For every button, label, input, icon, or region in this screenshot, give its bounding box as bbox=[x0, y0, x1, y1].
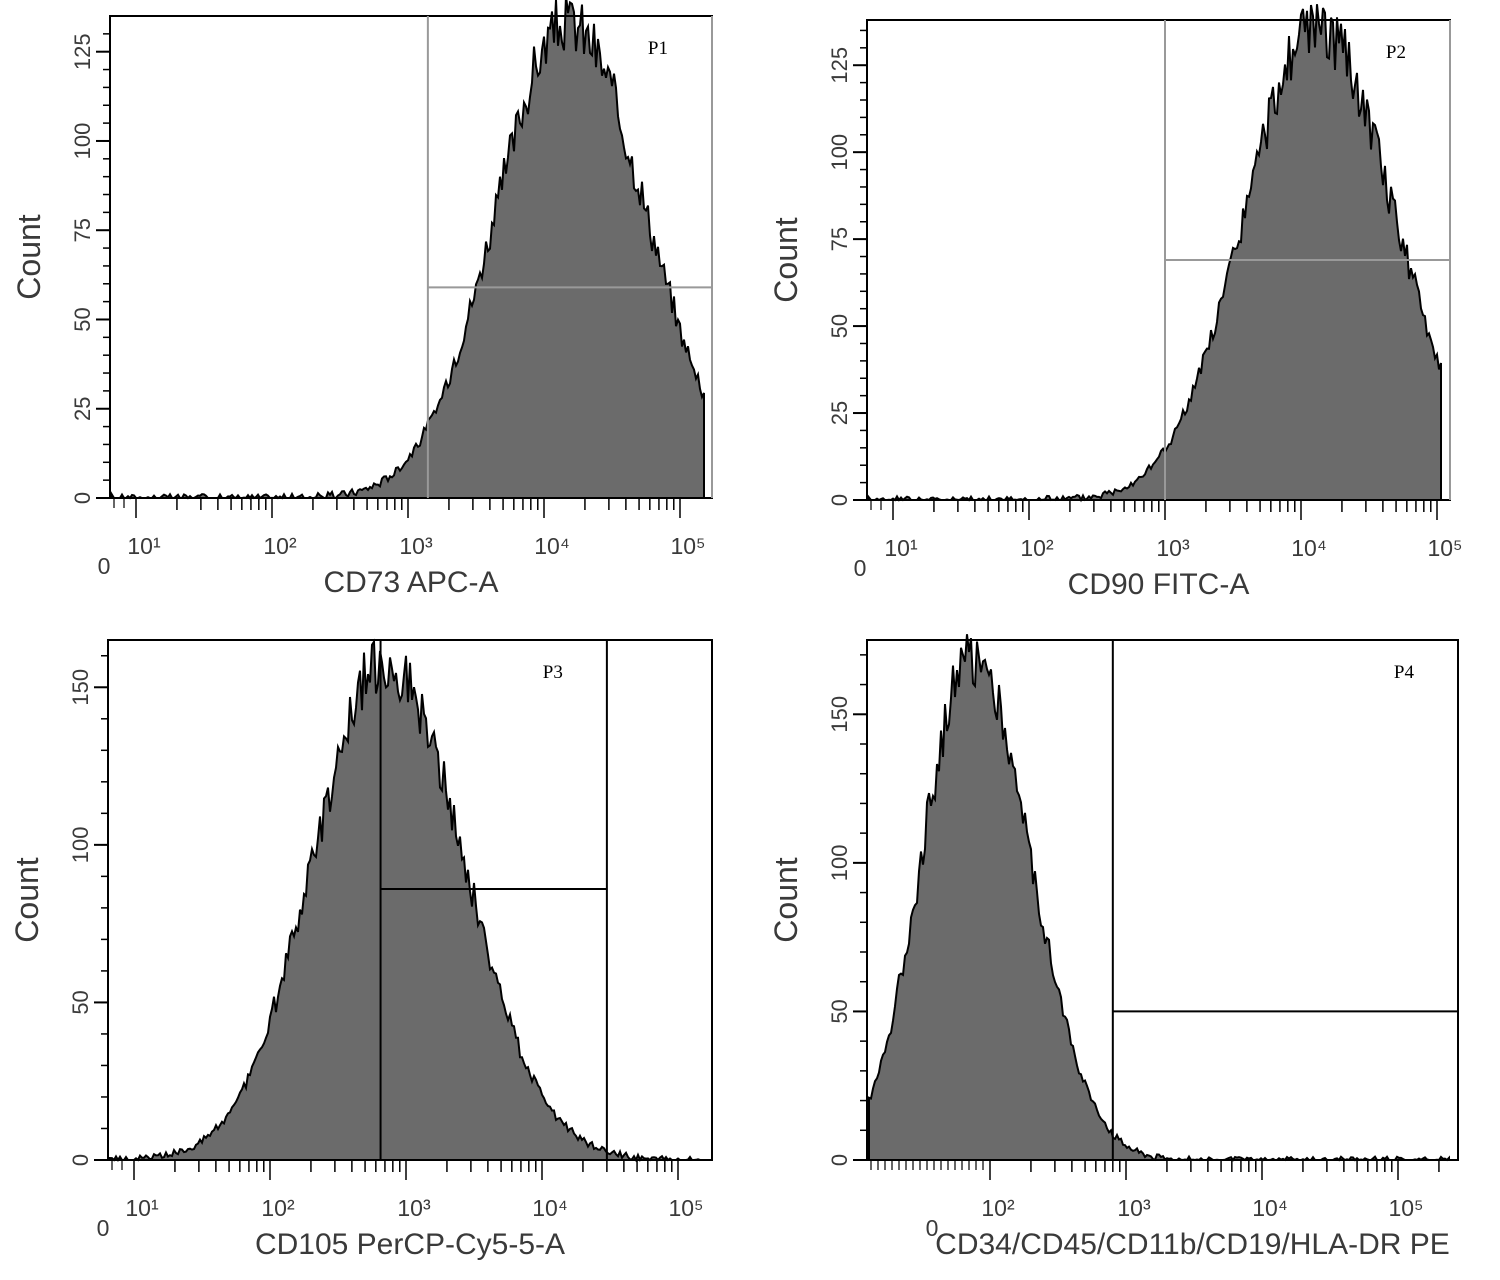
y-axis-label: Count bbox=[768, 217, 804, 303]
x-axis-label: CD105 PerCP-Cy5-5-A bbox=[255, 1228, 565, 1261]
y-tick-label: 125 bbox=[70, 33, 95, 70]
x-tick-label: 10⁵ bbox=[670, 533, 705, 559]
x-tick-label: 10² bbox=[981, 1195, 1015, 1221]
x-tick-label: 10⁴ bbox=[1252, 1195, 1287, 1221]
histogram-fill bbox=[868, 634, 1450, 1162]
x-axis-label: CD90 FITC-A bbox=[1068, 568, 1250, 601]
histogram-fill bbox=[868, 4, 1442, 503]
y-axis-label: Count bbox=[11, 214, 47, 300]
x-tick-label: 10¹ bbox=[884, 535, 918, 561]
histogram-cd105-svg: P3 0 50 100 150 0 10¹ 10² 10³ 10⁴ 10⁵ CD105 PerCP-C… bbox=[9, 638, 713, 1261]
y-tick-label: 150 bbox=[827, 696, 852, 733]
x-tick-label: 10¹ bbox=[127, 533, 161, 559]
y-axis-label: Count bbox=[9, 857, 45, 943]
x-tick-label: 10⁴ bbox=[1291, 535, 1326, 561]
y-tick-label: 0 bbox=[827, 1154, 852, 1166]
histogram-cd90-svg: P2 0 25 50 75 100 125 0 10¹ 10² 10³ 10⁴ 10⁵ CD90 FITC… bbox=[768, 4, 1463, 601]
histogram-panel-lineage-pe: P4 0 50 100 150 0 10² 10³ 10⁴ 10⁵ CD34/CD45/CD11b/… bbox=[750, 630, 1500, 1275]
gate-label: P1 bbox=[648, 38, 668, 59]
x-tick-label: 10³ bbox=[1156, 535, 1190, 561]
x-tick-label: 0 bbox=[854, 555, 867, 581]
x-tick-label: 10¹ bbox=[125, 1195, 159, 1221]
y-tick-label: 50 bbox=[827, 314, 852, 338]
gate-label: P2 bbox=[1386, 42, 1406, 63]
gate-label: P4 bbox=[1394, 662, 1415, 683]
y-tick-label: 75 bbox=[70, 218, 95, 242]
plot-frame bbox=[107, 639, 713, 1161]
y-axis-label: Count bbox=[768, 857, 804, 943]
y-tick-label: 100 bbox=[70, 123, 95, 160]
x-tick-label: 0 bbox=[98, 553, 111, 579]
x-axis-label: CD73 APC-A bbox=[323, 566, 498, 599]
y-tick-label: 100 bbox=[68, 826, 93, 863]
histogram-panel-cd90: P2 0 25 50 75 100 125 0 10¹ 10² 10³ 10⁴ 10⁵ CD90 FITC… bbox=[750, 0, 1500, 620]
x-tick-label: 10³ bbox=[399, 533, 433, 559]
y-tick-label: 50 bbox=[70, 307, 95, 331]
y-tick-label: 0 bbox=[68, 1154, 93, 1166]
x-tick-label: 0 bbox=[926, 1215, 939, 1241]
x-tick-label: 10² bbox=[263, 533, 297, 559]
x-tick-label: 10⁴ bbox=[532, 1195, 567, 1221]
y-tick-label: 150 bbox=[68, 669, 93, 706]
y-tick-label: 25 bbox=[70, 396, 95, 420]
x-tick-label: 10⁵ bbox=[1388, 1195, 1423, 1221]
y-tick-label: 50 bbox=[827, 999, 852, 1023]
x-tick-label: 10³ bbox=[1117, 1195, 1151, 1221]
y-tick-label: 50 bbox=[68, 990, 93, 1014]
x-tick-label: 10² bbox=[1020, 535, 1054, 561]
y-tick-label: 0 bbox=[827, 494, 852, 506]
y-tick-label: 25 bbox=[827, 401, 852, 425]
x-tick-label: 10⁴ bbox=[534, 533, 569, 559]
x-tick-label: 10⁵ bbox=[668, 1195, 703, 1221]
gate-label: P3 bbox=[543, 662, 563, 683]
histogram-cd73-svg: P1 0 25 50 75 100 125 0 10¹ 10² 10³ 10⁴ 10⁵ CD73 APC-… bbox=[11, 0, 713, 599]
x-tick-label: 0 bbox=[97, 1215, 110, 1241]
x-tick-label: 10² bbox=[261, 1195, 295, 1221]
y-tick-label: 100 bbox=[827, 844, 852, 881]
histogram-panel-cd73: P1 0 25 50 75 100 125 0 10¹ 10² 10³ 10⁴ 10⁵ CD73 APC-… bbox=[0, 0, 750, 620]
x-tick-label: 10⁵ bbox=[1427, 535, 1462, 561]
y-tick-label: 0 bbox=[70, 492, 95, 504]
x-tick-label: 10³ bbox=[397, 1195, 431, 1221]
histogram-fill bbox=[109, 638, 704, 1163]
y-tick-label: 125 bbox=[827, 47, 852, 84]
histogram-panel-cd105: P3 0 50 100 150 0 10¹ 10² 10³ 10⁴ 10⁵ CD105 PerCP-C… bbox=[0, 630, 750, 1275]
x-axis-label: CD34/CD45/CD11b/CD19/HLA-DR PE bbox=[935, 1228, 1450, 1261]
histogram-fill bbox=[111, 0, 705, 500]
y-tick-label: 75 bbox=[827, 227, 852, 251]
histogram-lineage-pe-svg: P4 0 50 100 150 0 10² 10³ 10⁴ 10⁵ CD34/CD45/CD11b/… bbox=[768, 634, 1459, 1261]
y-tick-label: 100 bbox=[827, 134, 852, 171]
